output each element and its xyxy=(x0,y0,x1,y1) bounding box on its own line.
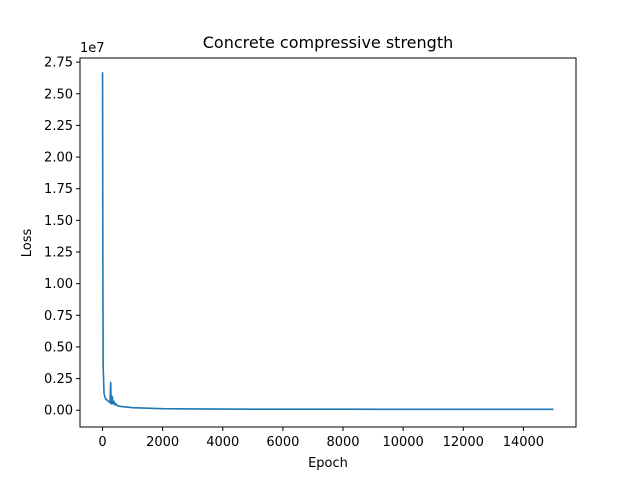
x-tick-label: 2000 xyxy=(146,435,179,450)
plot-area xyxy=(80,58,576,427)
x-tick-label: 4000 xyxy=(206,435,239,450)
x-tick-label: 6000 xyxy=(266,435,299,450)
y-tick-label: 0.25 xyxy=(44,372,73,387)
loss-series-line-0 xyxy=(101,72,554,411)
y-tick-label: 1.50 xyxy=(44,214,73,229)
y-tick-label: 2.25 xyxy=(44,119,73,134)
y-axis-label: Loss xyxy=(20,229,35,258)
y-tick-label: 0.50 xyxy=(44,340,73,355)
y-tick-label: 1.00 xyxy=(44,277,73,292)
x-tick-label: 14000 xyxy=(503,435,544,450)
chart-title: Concrete compressive strength xyxy=(203,33,453,52)
x-tick-label: 8000 xyxy=(326,435,359,450)
y-tick-label: 1.75 xyxy=(44,182,73,197)
x-axis-label: Epoch xyxy=(308,456,348,471)
y-tick-label: 0.75 xyxy=(44,309,73,324)
x-tick-label: 10000 xyxy=(382,435,423,450)
series-layer xyxy=(101,72,554,411)
x-axis-ticks: 0 2000 4000 6000 8000 10000 12000 14000 xyxy=(98,427,544,450)
y-tick-label: 0.00 xyxy=(44,404,73,419)
y-tick-label: 2.50 xyxy=(44,87,73,102)
y-tick-label: 2.00 xyxy=(44,151,73,166)
x-tick-label: 12000 xyxy=(443,435,484,450)
x-tick-label: 0 xyxy=(98,435,106,450)
y-tick-label: 1.25 xyxy=(44,245,73,260)
y-axis-ticks: 0.00 0.25 0.50 0.75 1.00 1.25 1.50 1.75 2.00 2.25… xyxy=(44,56,80,419)
y-tick-label: 2.75 xyxy=(44,56,73,71)
y-offset-label: 1e7 xyxy=(80,41,105,56)
plot-frame xyxy=(79,57,577,428)
